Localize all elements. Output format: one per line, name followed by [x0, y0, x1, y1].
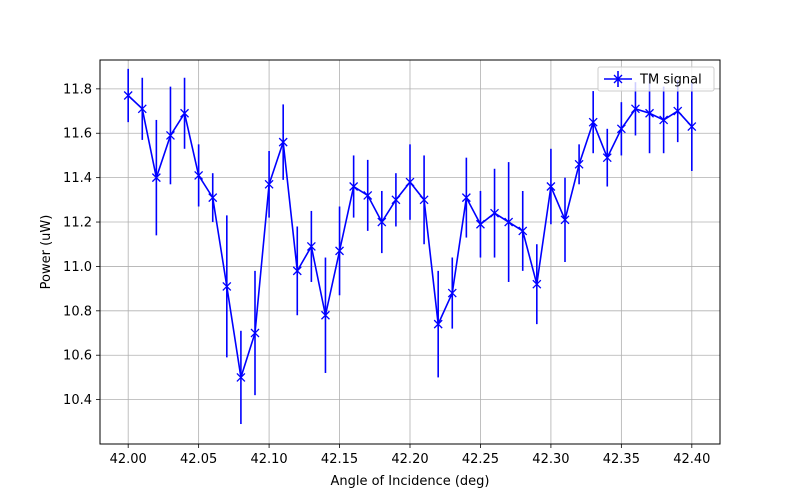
x-tick-label: 42.15 — [321, 452, 358, 467]
legend-label-tm-signal: TM signal — [639, 73, 702, 88]
data-point-marker — [518, 226, 528, 236]
legend: TM signal — [597, 66, 715, 92]
data-point-marker — [574, 159, 584, 169]
data-point-marker — [292, 266, 302, 276]
data-point-marker — [433, 319, 443, 329]
x-tick-label: 42.25 — [462, 452, 499, 467]
data-point-marker — [194, 170, 204, 180]
y-axis-ticks: 10.4 10.6 10.8 11.0 11.2 11.4 11.6 11.8 — [63, 82, 100, 408]
x-axis-label: Angle of Incidence (deg) — [330, 474, 489, 489]
data-point-marker — [306, 241, 316, 251]
data-point-marker — [645, 108, 655, 118]
x-tick-label: 42.00 — [110, 452, 147, 467]
y-tick-label: 10.6 — [63, 349, 92, 364]
grid — [100, 60, 720, 444]
data-point-marker — [461, 193, 471, 203]
data-point-marker — [222, 281, 232, 291]
data-point-marker — [123, 91, 133, 100]
data-point-marker — [419, 195, 429, 205]
data-point-marker — [616, 124, 626, 134]
y-tick-label: 11.8 — [63, 82, 92, 97]
y-tick-label: 10.8 — [63, 304, 92, 319]
data-point-marker — [137, 104, 147, 114]
legend-box — [597, 66, 715, 92]
data-point-marker — [447, 288, 457, 298]
data-point-marker — [278, 137, 288, 147]
data-point-marker — [151, 173, 161, 183]
data-point-marker — [208, 193, 218, 203]
data-point-marker — [264, 179, 274, 189]
y-axis-label: Power (uW) — [39, 215, 54, 290]
x-tick-label: 42.30 — [532, 452, 569, 467]
y-tick-label: 11.2 — [63, 216, 92, 231]
data-point-marker — [377, 217, 387, 227]
data-point-marker — [588, 117, 598, 127]
data-point-marker — [180, 108, 190, 118]
data-point-marker — [335, 246, 345, 256]
data-point-marker — [320, 310, 330, 320]
x-tick-label: 42.10 — [250, 452, 287, 467]
data-point-marker — [405, 177, 415, 187]
y-tick-label: 11.0 — [63, 260, 92, 275]
data-point-marker — [630, 104, 640, 114]
data-point-marker — [504, 217, 514, 227]
data-point-marker — [250, 328, 260, 338]
data-point-marker — [391, 195, 401, 205]
x-tick-label: 42.05 — [180, 452, 217, 467]
data-point-marker — [602, 153, 612, 163]
series-markers — [123, 91, 697, 382]
data-point-marker — [532, 279, 542, 289]
y-tick-label: 11.6 — [63, 127, 92, 142]
y-tick-label: 10.4 — [63, 393, 92, 408]
data-point-marker — [475, 219, 485, 229]
x-tick-label: 42.20 — [391, 452, 428, 467]
x-tick-label: 42.40 — [673, 452, 710, 467]
data-point-marker — [560, 215, 570, 225]
data-point-marker — [687, 122, 697, 132]
x-axis-ticks: 42.00 42.05 42.10 42.15 42.20 42.25 42.30 42.35… — [110, 444, 710, 467]
data-point-marker — [659, 115, 669, 125]
data-point-marker — [165, 131, 175, 140]
data-point-marker — [490, 208, 500, 218]
data-point-marker — [546, 182, 556, 191]
legend-marker-swatch — [613, 74, 623, 84]
data-point-marker — [363, 190, 373, 200]
data-point-marker — [349, 182, 359, 191]
x-tick-label: 42.35 — [603, 452, 640, 467]
data-point-marker — [673, 106, 683, 116]
data-point-marker — [236, 372, 246, 382]
y-tick-label: 11.4 — [63, 171, 92, 186]
